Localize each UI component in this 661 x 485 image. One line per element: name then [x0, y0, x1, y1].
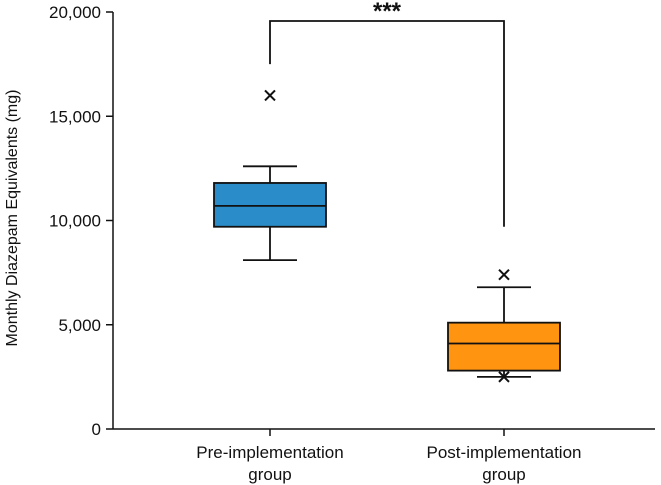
y-axis-title: Monthly Diazepam Equivalents (mg) [4, 90, 21, 347]
box-group: Pre-implementation group [196, 89, 344, 484]
outlier-marker [498, 269, 510, 281]
iqr-box [213, 182, 327, 228]
x-category-label: Post-implementation [427, 443, 582, 462]
outlier-marker [498, 371, 510, 383]
y-tick-label: 10,000 [49, 212, 101, 231]
x-category-label: Pre-implementation [196, 443, 343, 462]
y-tick-label: 20,000 [49, 3, 101, 22]
y-ticks: 0 5,000 10,000 15,000 20,000 [49, 3, 113, 439]
boxes: Pre-implementationgroupPost-implementati… [196, 89, 582, 484]
y-tick-label: 15,000 [49, 107, 101, 126]
iqr-box [447, 321, 561, 372]
axes [112, 12, 655, 430]
significance-label: *** [373, 0, 402, 25]
box-group: Post-implementation group [427, 269, 582, 484]
outlier-marker [264, 89, 276, 102]
y-tick-label: 0 [92, 420, 101, 439]
significance-bracket: *** [269, 0, 505, 227]
y-tick-label: 5,000 [58, 316, 101, 335]
x-category-label: group [248, 465, 291, 484]
bracket-line [269, 20, 505, 227]
x-category-label: group [482, 465, 525, 484]
